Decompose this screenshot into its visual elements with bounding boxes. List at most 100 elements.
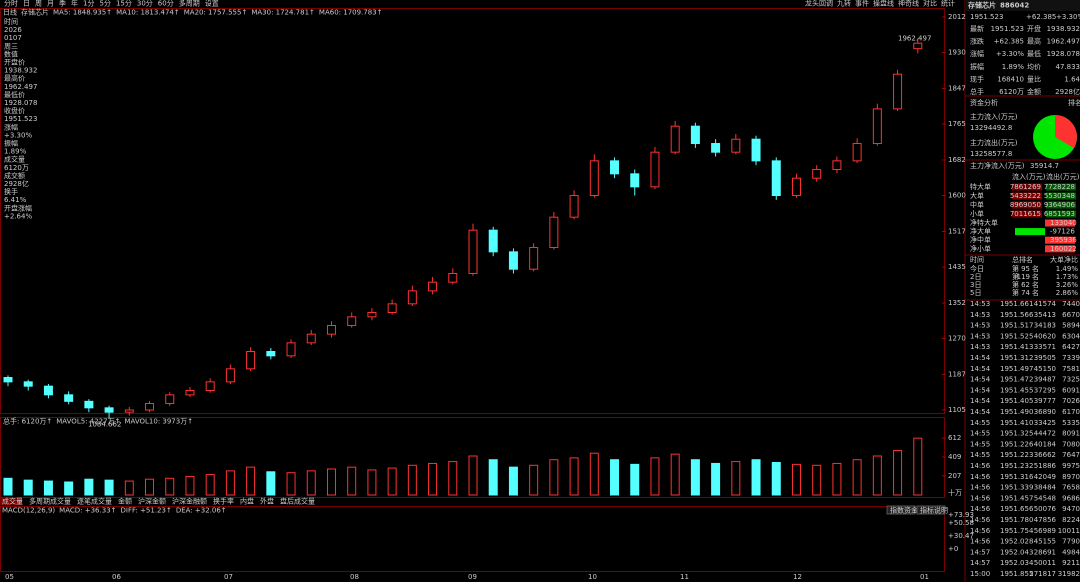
volume-tab[interactable]: 成交量 — [2, 497, 23, 506]
tick-price: 1951.855 — [1000, 570, 1033, 578]
tick-price: 1951.325 — [1000, 430, 1033, 438]
toolbar-tab[interactable]: 多周期 — [179, 0, 200, 8]
ma-legend: MA20: 1757.555↑ — [184, 9, 248, 17]
toolbar-tab[interactable]: 1分 — [83, 0, 94, 8]
toolbar-tab[interactable]: 日 — [23, 0, 30, 8]
tick-volume: 36890 — [1034, 408, 1056, 416]
toolbar-tool[interactable]: 九转 — [837, 0, 851, 8]
toolbar-tool[interactable]: 事件 — [855, 0, 869, 8]
volume-tab[interactable]: 沪深金额 — [138, 497, 166, 506]
volume-tab[interactable]: 换手率 — [213, 497, 234, 506]
volume-tab[interactable]: 逐笔成交量 — [77, 497, 112, 506]
tick-amount: 5894 — [1062, 322, 1080, 330]
y-tick-label: 2012 — [948, 13, 966, 21]
tick-price: 1951.316 — [1000, 473, 1034, 481]
tick-volume: 39487 — [1034, 376, 1056, 384]
toolbar-tab[interactable]: 月 — [47, 0, 54, 8]
info-item: 周三 — [4, 42, 18, 50]
volume-tab[interactable]: 外盘 — [260, 497, 274, 506]
tick-volume: 33571 — [1034, 343, 1056, 351]
tick-price: 1951.405 — [1000, 397, 1033, 405]
tab-bg — [0, 498, 22, 505]
volume-bar — [448, 461, 458, 496]
toolbar-tab[interactable]: 年 — [71, 0, 78, 8]
y-tick-label: 1352 — [948, 299, 966, 307]
macd-legend: MACD(12,26,9) — [2, 507, 55, 515]
panel-header — [965, 0, 1080, 11]
net: 35914.7 — [1030, 162, 1059, 170]
toolbar-tool[interactable]: 神奇线 — [898, 0, 919, 8]
tick-amount: 9975 — [1062, 462, 1080, 470]
tick-time: 14:57 — [970, 559, 990, 567]
tick-price: 1951.780 — [1000, 516, 1033, 524]
quote-cell: 1.64 — [1064, 75, 1080, 83]
net-bar — [1045, 219, 1075, 227]
volume-bar — [670, 453, 680, 496]
macd-button[interactable]: 指标说明 — [920, 506, 948, 515]
volume-bar — [529, 464, 539, 496]
toolbar-tab[interactable]: 设置 — [205, 0, 219, 8]
volume-bar — [225, 470, 235, 496]
tick-time: 14:56 — [970, 484, 991, 492]
tick-volume: 40184 — [1034, 440, 1057, 448]
rank-cell: 第 — [1012, 272, 1019, 281]
candle-body — [185, 390, 195, 396]
toolbar-tab[interactable]: 季 — [59, 0, 66, 8]
tick-price: 1952.034 — [1000, 559, 1034, 567]
volume-legend: MAVOL5: 4227万↑ — [56, 418, 120, 426]
quote-cell: 1938.932 — [1047, 25, 1080, 33]
quote-cell: 涨跌 — [970, 37, 984, 46]
tick-price: 1952.043 — [1000, 548, 1033, 556]
button[interactable] — [886, 505, 916, 515]
candle-body — [347, 316, 357, 327]
volume-bar — [124, 480, 134, 496]
y-tick-label: 1847 — [948, 84, 966, 92]
volume-bar — [165, 477, 175, 496]
info-item: 1951.523 — [4, 115, 37, 123]
flow-out: 5530348 — [1044, 192, 1075, 200]
y-tick-label: 1435 — [948, 263, 966, 271]
candle-body — [387, 303, 397, 314]
toolbar-tab[interactable]: 周 — [35, 0, 42, 8]
macd-button[interactable]: 指数资金 — [890, 506, 918, 515]
volume-bar — [832, 462, 842, 496]
panel-price: 1951.523 — [970, 13, 1003, 21]
toolbar-tab[interactable]: 60分 — [158, 0, 174, 8]
x-tick-label: 05 — [5, 573, 14, 581]
fund-rank[interactable]: 排名 — [1068, 98, 1080, 107]
button[interactable] — [916, 505, 946, 515]
y-tick-label: 1270 — [948, 335, 966, 343]
quote-cell: 现手 — [970, 74, 984, 83]
annotation: 1962.497 — [898, 34, 931, 42]
toolbar-tool[interactable]: 统计 — [941, 0, 955, 8]
volume-tab[interactable]: 金额 — [118, 497, 132, 506]
tick-time: 14:54 — [970, 376, 991, 384]
volume-bar — [387, 467, 397, 496]
toolbar-tab[interactable]: 30分 — [137, 0, 153, 8]
inflow: 13294492.8 — [970, 124, 1012, 132]
net-row-label: 净特大单 — [970, 218, 998, 227]
tick-volume: 37295 — [1034, 386, 1056, 394]
flow-in: 7011615 — [1010, 210, 1041, 218]
toolbar-tab[interactable]: 分时 — [4, 0, 18, 8]
info-item: 0107 — [4, 34, 22, 42]
volume-tab[interactable]: 沪深金融额 — [172, 497, 207, 506]
volume-tab[interactable]: 盘后成交量 — [280, 497, 315, 506]
ma-legend: MA60: 1709.783↑ — [319, 9, 383, 17]
toolbar-tool[interactable]: 龙头回调 — [805, 0, 833, 8]
tick-volume: 50076 — [1034, 505, 1057, 513]
toolbar-tab[interactable]: 5分 — [99, 0, 110, 8]
toolbar-tool[interactable]: 对比 — [923, 0, 937, 8]
tick-time: 14:54 — [970, 365, 991, 373]
tick-time: 14:53 — [970, 332, 990, 340]
info-item: 6.41% — [4, 196, 27, 204]
net-row-value: 133040 — [1050, 219, 1077, 227]
volume-tab[interactable]: 内盘 — [240, 497, 254, 506]
flow-bar — [1012, 183, 1042, 191]
volume-tab[interactable]: 多周期成交量 — [29, 497, 71, 506]
toolbar-tool[interactable]: 操盘线 — [873, 0, 894, 8]
volume-bar — [771, 462, 781, 496]
rank-cell: 3.26% — [1056, 281, 1079, 289]
toolbar-tab[interactable]: 15分 — [116, 0, 132, 8]
macd-tick-label: +73.93 — [948, 511, 974, 519]
